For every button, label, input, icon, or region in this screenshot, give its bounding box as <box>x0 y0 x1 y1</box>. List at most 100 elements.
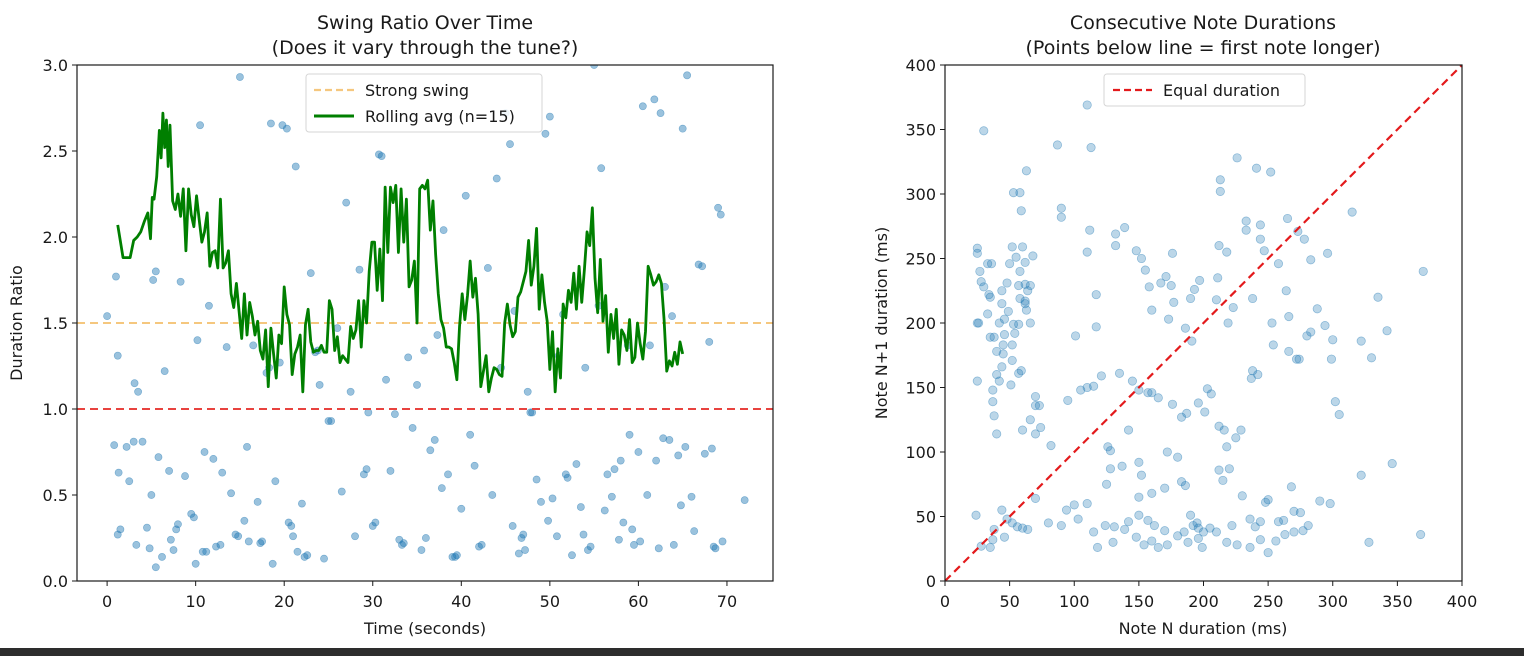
scatter-point <box>1246 373 1256 384</box>
legend-strong-swing-label: Strong swing <box>365 81 469 100</box>
y-tick-label: 2.0 <box>43 228 68 247</box>
scatter-point <box>116 525 125 534</box>
scatter-point <box>1096 371 1106 381</box>
scatter-point <box>1149 520 1159 531</box>
scatter-point <box>1030 493 1041 503</box>
scatter-point <box>677 501 685 510</box>
left-chart-title-line2: (Does it vary through the tune?) <box>272 37 579 59</box>
scatter-point <box>1215 186 1225 196</box>
scatter-point <box>143 523 151 532</box>
scatter-point <box>1312 304 1322 314</box>
scatter-point <box>1250 522 1260 532</box>
x-tick-label: 50 <box>540 592 560 611</box>
scatter-point <box>1320 321 1330 331</box>
scatter-point <box>586 542 595 551</box>
scatter-point <box>1082 499 1092 509</box>
scatter-point <box>537 497 545 506</box>
scatter-point <box>1294 354 1304 364</box>
scatter-point <box>386 467 395 475</box>
scatter-point <box>122 442 131 451</box>
scatter-point <box>158 553 166 561</box>
scatter-point <box>1284 311 1294 322</box>
scatter-point <box>1105 446 1115 456</box>
scatter-point <box>972 248 982 258</box>
right-legend-box <box>1103 73 1306 107</box>
scatter-point <box>234 532 243 541</box>
scatter-point <box>1200 407 1210 417</box>
legend-equal-duration-label: Equal duration <box>1163 81 1280 100</box>
scatter-point <box>986 259 997 269</box>
scatter-point <box>244 537 253 546</box>
left-x-axis-label: Time (seconds) <box>363 619 486 638</box>
y-tick-label: 200 <box>905 314 936 333</box>
scatter-point <box>1315 496 1325 506</box>
scatter-point <box>1180 480 1190 491</box>
scatter-point <box>1224 464 1234 474</box>
scatter-point <box>1266 167 1276 177</box>
scatter-point <box>994 318 1004 328</box>
scatter-point <box>541 129 550 138</box>
scatter-point <box>1356 470 1366 480</box>
scatter-point <box>1416 530 1426 540</box>
scatter-point <box>1136 470 1147 480</box>
scatter-point <box>351 532 359 541</box>
scatter-point <box>983 309 993 319</box>
scatter-point <box>506 140 514 149</box>
scatter-point <box>1070 331 1081 341</box>
scatter-point <box>114 468 123 477</box>
scatter-point <box>665 436 674 444</box>
scatter-point <box>382 375 390 384</box>
scatter-point <box>1089 381 1099 391</box>
scatter-point <box>1255 517 1265 527</box>
left-x-axis-ticks: 0 10 20 30 40 50 60 70 <box>102 581 737 611</box>
scatter-point <box>1023 524 1033 534</box>
scatter-point <box>1147 536 1157 546</box>
scatter-point <box>1043 518 1053 528</box>
scatter-point <box>603 470 612 479</box>
scatter-point <box>291 162 300 171</box>
scatter-point <box>700 449 709 458</box>
scatter-point <box>668 312 676 321</box>
scatter-point <box>1015 293 1025 304</box>
scatter-point <box>1131 246 1141 256</box>
rolling-average-line <box>116 111 685 394</box>
scatter-point <box>572 460 581 468</box>
scatter-point <box>997 505 1007 515</box>
scatter-point <box>972 376 982 386</box>
scatter-point <box>1248 366 1258 376</box>
scatter-point <box>1253 370 1263 380</box>
x-tick-label: 10 <box>185 592 205 611</box>
scatter-point <box>298 499 306 508</box>
scatter-point <box>181 472 189 480</box>
scatter-point <box>979 282 989 292</box>
scatter-point <box>687 492 696 501</box>
scatter-point <box>1105 464 1115 474</box>
scatter-point <box>240 516 249 525</box>
scatter-point <box>421 534 430 542</box>
scatter-point <box>1173 452 1183 462</box>
scatter-point <box>160 367 169 376</box>
left-y-axis-label: Duration Ratio <box>7 265 26 381</box>
scatter-point <box>1166 281 1176 291</box>
left-legend: Strong swing Rolling avg (n=15) <box>305 73 543 133</box>
scatter-point <box>1120 524 1130 534</box>
scatter-point <box>659 434 668 443</box>
scatter-point <box>448 553 457 561</box>
scatter-point <box>1298 526 1308 536</box>
scatter-point <box>1186 510 1196 520</box>
scatter-point <box>989 332 999 342</box>
scatter-point <box>268 559 277 568</box>
scatter-point <box>1213 273 1223 283</box>
scatter-point <box>634 448 643 456</box>
scatter-point <box>1293 226 1303 236</box>
scatter-point <box>1147 388 1157 398</box>
scatter-point <box>997 362 1007 372</box>
scatter-point <box>714 203 722 212</box>
scatter-point <box>1140 265 1150 275</box>
scatter-point <box>1214 241 1224 251</box>
scatter-point <box>196 121 204 130</box>
scatter-point <box>1091 290 1101 300</box>
scatter-point <box>615 535 623 544</box>
x-tick-label: 0 <box>940 592 950 611</box>
